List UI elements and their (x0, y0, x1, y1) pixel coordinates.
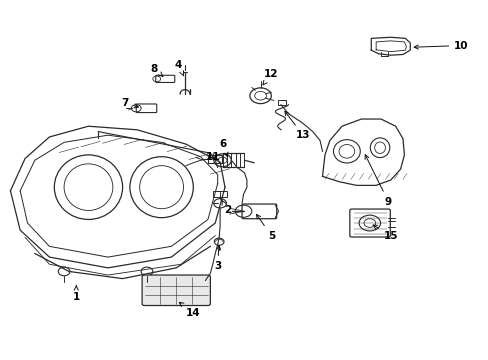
Text: 12: 12 (263, 69, 278, 85)
Text: 7: 7 (121, 98, 138, 108)
Text: 10: 10 (413, 41, 468, 50)
Text: 6: 6 (219, 139, 227, 157)
Text: 3: 3 (214, 246, 221, 271)
Text: 2: 2 (221, 200, 231, 216)
Text: 14: 14 (179, 302, 200, 318)
Text: 5: 5 (256, 214, 274, 240)
Text: 15: 15 (372, 225, 397, 240)
Text: 8: 8 (150, 64, 163, 77)
Text: 13: 13 (285, 111, 309, 140)
FancyBboxPatch shape (142, 275, 210, 306)
Text: 9: 9 (365, 155, 391, 207)
Text: 1: 1 (73, 286, 80, 302)
Text: 4: 4 (175, 60, 183, 76)
Text: 11: 11 (205, 152, 220, 162)
